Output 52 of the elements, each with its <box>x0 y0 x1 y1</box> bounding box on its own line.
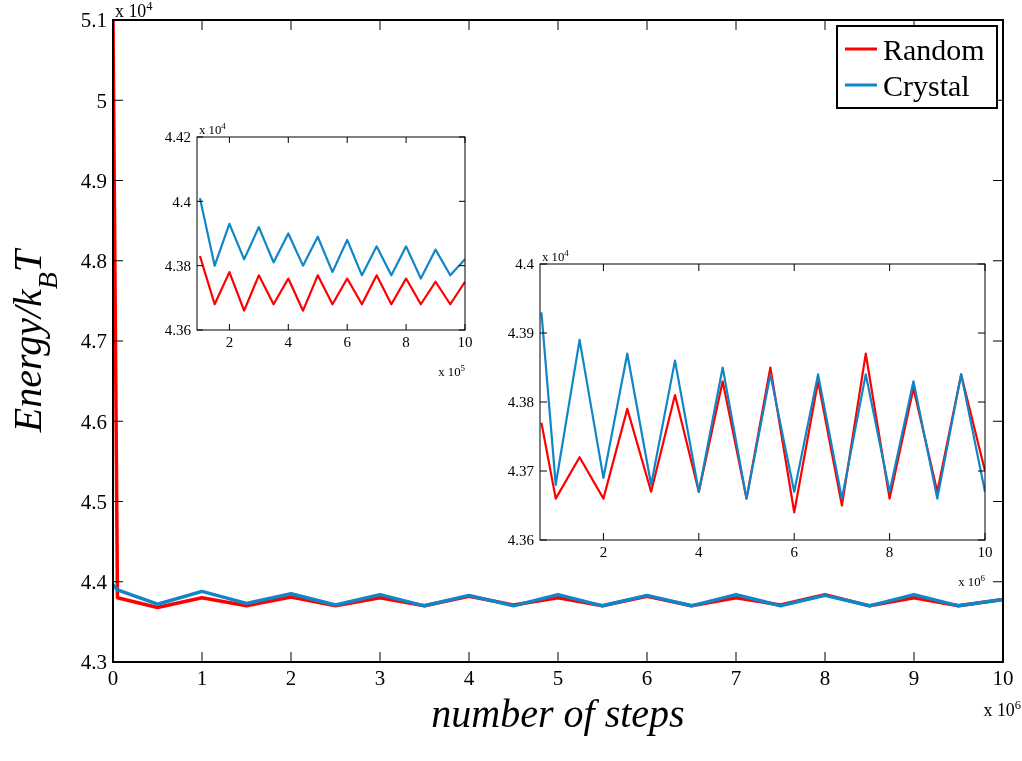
x-tick-label: 4 <box>695 544 704 560</box>
legend-label: Random <box>883 32 985 66</box>
x-tick-label: 4 <box>284 334 293 350</box>
x-tick-label: 2 <box>225 334 234 350</box>
x-tick-label: 6 <box>343 334 352 350</box>
y-tick-label: 4.42 <box>164 129 191 146</box>
x-tick-label: 8 <box>402 334 410 350</box>
y-tick-label: 4.4 <box>80 570 108 595</box>
y-tick-label: 4.4 <box>515 256 535 273</box>
x-tick-label: 8 <box>885 544 894 560</box>
x-tick-label: 6 <box>641 666 653 690</box>
x-axis-title: number of steps <box>431 691 685 736</box>
y-tick-label: 4.38 <box>507 394 534 411</box>
x-tick-label: 0 <box>107 666 119 690</box>
y-tick-label: 4.9 <box>80 168 107 193</box>
y-tick-label: 4.36 <box>507 532 535 549</box>
legend-label: Crystal <box>883 68 970 102</box>
x-tick-label: 10 <box>977 544 993 560</box>
annotation: x 10$^{4}$ <box>199 121 227 137</box>
x-tick-label: 10 <box>992 666 1014 690</box>
x-tick-label: 3 <box>374 666 386 690</box>
line-series <box>540 352 985 514</box>
y-tick-label: 4.36 <box>164 322 192 339</box>
y-tick-label: 5.1 <box>80 8 107 33</box>
x-tick-label: 8 <box>819 666 831 690</box>
x-tick-label: 2 <box>599 544 608 560</box>
annotation: x 10$^{4}$ <box>542 248 570 264</box>
y-tick-label: 4.7 <box>80 329 107 354</box>
y-tick-label: 4.8 <box>80 249 107 274</box>
x-tick-label: 5 <box>552 666 564 690</box>
x-tick-label: 1 <box>196 666 208 690</box>
x-tick-label: 9 <box>908 666 920 690</box>
x-tick-label: 4 <box>463 666 475 690</box>
line-series <box>198 197 465 280</box>
annotation: x 10$^{5}$ <box>438 363 466 379</box>
y-tick-label: 4.3 <box>80 650 107 675</box>
x-tick-label: 7 <box>730 666 742 690</box>
annotation: x 10$^{6}$ <box>958 573 986 589</box>
y-tick-label: 5 <box>96 88 107 113</box>
text: x 10$^{6}$ <box>983 698 1021 720</box>
line-series <box>198 254 465 312</box>
y-tick-label: 4.5 <box>80 489 107 514</box>
y-tick-label: 4.39 <box>507 325 534 342</box>
y-tick-label: 4.38 <box>164 257 191 274</box>
y-tick-label: 4.37 <box>507 463 535 480</box>
y-tick-label: 4.4 <box>172 193 192 210</box>
x-tick-label: 6 <box>790 544 799 560</box>
line-series <box>540 311 985 500</box>
x-tick-label: 2 <box>285 666 297 690</box>
x-tick-label: 10 <box>457 334 473 350</box>
annotation: x 10$^{4}$ <box>115 0 154 21</box>
y-tick-label: 4.6 <box>80 409 107 434</box>
